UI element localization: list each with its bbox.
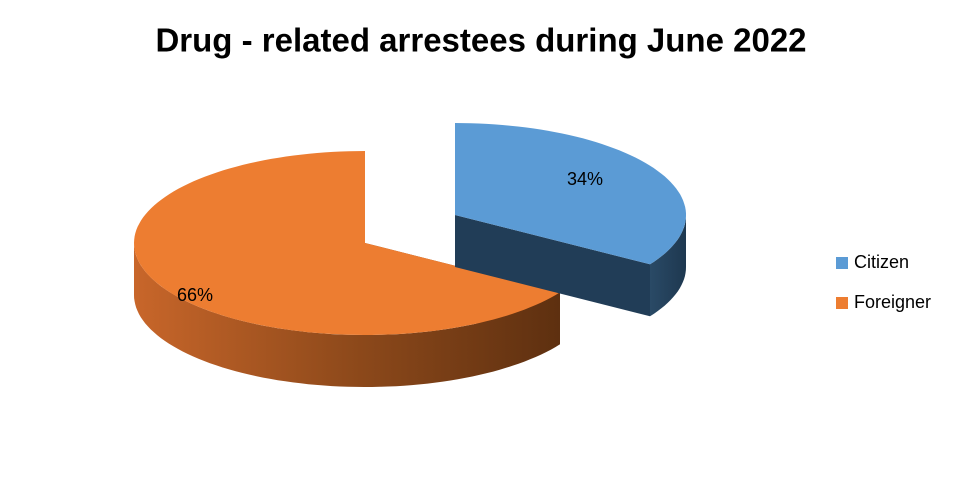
legend-swatch [836,257,848,269]
slice [455,123,686,265]
legend-label: Foreigner [854,292,931,312]
data-label: 34% [567,169,603,189]
slice [134,151,560,335]
slice-side [455,215,650,317]
data-label: 66% [177,285,213,305]
chart-title: Drug - related arrestees during June 202… [155,22,806,59]
legend-swatch [836,297,848,309]
slice-wall [650,215,686,317]
legend-label: Citizen [854,252,909,272]
slice-wall [134,243,560,387]
